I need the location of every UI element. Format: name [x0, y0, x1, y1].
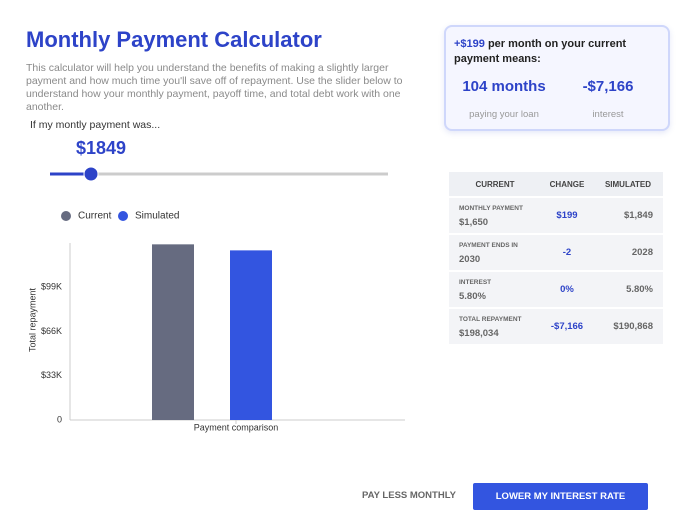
table-cell: 5.80% — [459, 291, 486, 302]
table-header: CURRENT CHANGE SIMULATED — [449, 172, 663, 196]
table-cell: -$7,166 — [550, 321, 584, 332]
pay-less-button[interactable]: PAY LESS MONTHLY — [362, 490, 456, 501]
table-cell: 0% — [560, 284, 574, 295]
y-tick-label: $33K — [41, 370, 62, 380]
lower-rate-button[interactable]: LOWER MY INTEREST RATE — [473, 483, 648, 510]
legend-marker — [118, 211, 128, 221]
table-cell: $199 — [556, 210, 578, 221]
summary-body: per month on your current payment means: — [454, 38, 627, 65]
table-cell: $1,650 — [459, 217, 489, 228]
slider-value: $1849 — [76, 138, 127, 158]
table-cell: $198,034 — [459, 328, 499, 339]
table-row: MONTHLY PAYMENT $1,650 $199 $1,849 — [449, 196, 663, 233]
slider-label: If my montly payment was... — [30, 119, 161, 131]
table-cell: $190,868 — [613, 321, 653, 332]
stat-caption: paying your loan — [469, 109, 539, 120]
table-cell: 2030 — [459, 254, 481, 265]
x-axis-label: Payment comparison — [194, 422, 279, 432]
table-cell: INTEREST — [459, 279, 492, 286]
page-title: Monthly Payment Calculator — [26, 27, 322, 52]
comparison-table: CURRENT CHANGE SIMULATED MONTHLY PAYMENT… — [449, 172, 663, 344]
table-row: INTEREST 5.80% 0% 5.80% — [449, 270, 663, 307]
column-header: CURRENT — [475, 179, 515, 189]
y-tick-label: 0 — [57, 414, 62, 424]
column-header: SIMULATED — [604, 179, 652, 189]
table-cell: 2028 — [631, 247, 653, 258]
stat-value: 104 months — [462, 78, 546, 95]
summary-highlight: +$199 — [454, 38, 485, 50]
table-row: TOTAL REPAYMENT $198,034 -$7,166 $190,868 — [449, 307, 663, 344]
legend-marker — [61, 211, 71, 221]
table-cell: TOTAL REPAYMENT — [459, 316, 522, 323]
table-row: PAYMENT ENDS IN 2030 -2 2028 — [449, 233, 663, 270]
table-cell: PAYMENT ENDS IN — [459, 242, 518, 249]
stat-value: -$7,166 — [582, 78, 634, 95]
table-cell: -2 — [562, 247, 572, 258]
bar — [230, 250, 272, 420]
stat-caption: interest — [592, 109, 624, 120]
summary-text: +$199 per month on your current payment … — [454, 37, 654, 67]
table-cell: MONTHLY PAYMENT — [459, 205, 523, 212]
legend-label: Current — [78, 211, 112, 222]
bar — [152, 244, 194, 420]
description: This calculator will help you understand… — [26, 62, 403, 113]
y-tick-label: $99K — [41, 282, 62, 292]
slider-thumb[interactable] — [83, 166, 99, 182]
table-cell: 5.80% — [626, 284, 653, 295]
summary-card: +$199 per month on your current payment … — [444, 25, 670, 131]
table-cell: $1,849 — [623, 210, 653, 221]
y-axis-label: Total repayment — [27, 287, 37, 352]
legend-label: Simulated — [135, 211, 179, 222]
column-header: CHANGE — [549, 179, 585, 189]
y-tick-label: $66K — [41, 326, 62, 336]
